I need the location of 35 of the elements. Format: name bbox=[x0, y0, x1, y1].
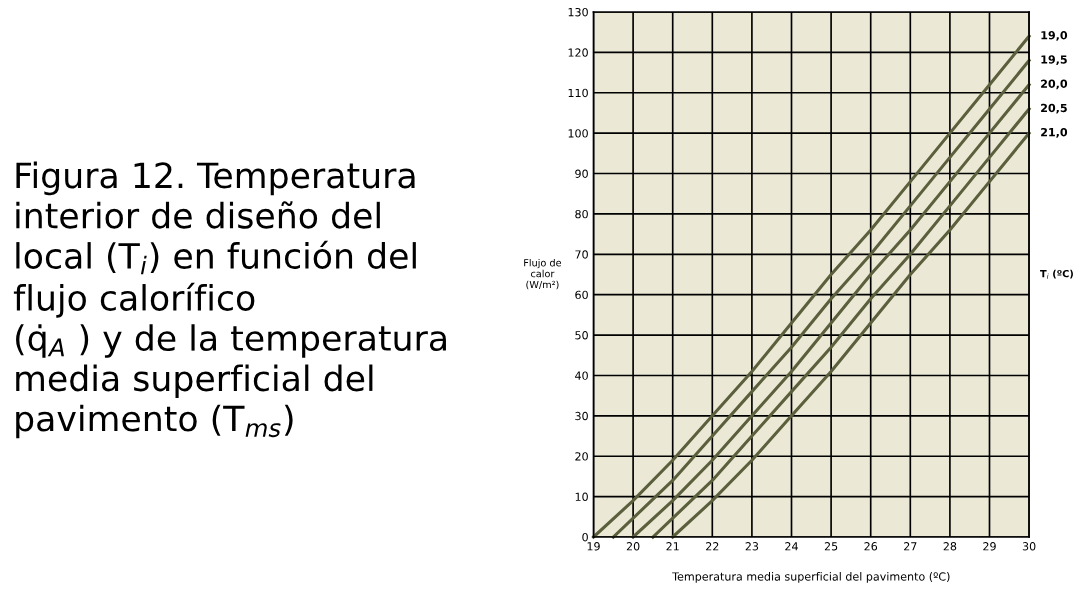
x-tick-label: 25 bbox=[824, 542, 838, 551]
y-tick-label: 110 bbox=[568, 88, 588, 98]
y-tick-label: 70 bbox=[575, 250, 588, 259]
series-label: 20,5 bbox=[1041, 103, 1067, 114]
x-tick-label: 22 bbox=[706, 542, 719, 551]
series-label: 21,0 bbox=[1041, 127, 1068, 138]
x-tick-label: 26 bbox=[864, 542, 878, 551]
y-tick-label: 0 bbox=[582, 532, 588, 542]
y-tick-label: 90 bbox=[575, 169, 588, 178]
x-tick-label: 27 bbox=[904, 542, 917, 551]
y-tick-label: 10 bbox=[575, 492, 588, 501]
y-tick-label: 20 bbox=[575, 452, 588, 461]
x-tick-label: 23 bbox=[745, 542, 759, 551]
y-axis-title: Flujo de calor (W/m²) bbox=[524, 258, 562, 290]
series-label: 19,0 bbox=[1041, 31, 1068, 41]
x-tick-label: 24 bbox=[785, 542, 798, 551]
chart-title: Figura 12. Temperatura interior de diseño del local (T$_{i}$) en función del flujo calorífico (q̇$_{A}$ ) y de la temperatura media superficial del pavimento (T$_{ms}$) bbox=[13, 161, 446, 439]
x-tick-label: 21 bbox=[666, 542, 679, 551]
y-tick-label: 100 bbox=[568, 129, 588, 138]
series-label: 19,5 bbox=[1041, 55, 1067, 66]
y-tick-label: 130 bbox=[568, 7, 588, 17]
y-tick-label: 120 bbox=[568, 48, 588, 57]
y-tick-label: 60 bbox=[575, 290, 588, 300]
legend-title: T$_{i}$ (ºC) bbox=[1040, 269, 1073, 279]
y-tick-label: 40 bbox=[575, 371, 588, 380]
x-tick-label: 28 bbox=[943, 542, 957, 551]
x-tick-label: 20 bbox=[626, 542, 640, 551]
series-label: 20,0 bbox=[1041, 79, 1068, 90]
x-tick-label: 30 bbox=[1022, 542, 1036, 551]
y-tick-label: 50 bbox=[575, 331, 588, 340]
x-tick-label: 19 bbox=[587, 542, 600, 551]
x-axis-title: Temperatura media superficial del pavimento (ºC) bbox=[672, 572, 950, 583]
y-tick-label: 80 bbox=[575, 209, 588, 219]
y-tick-label: 30 bbox=[575, 411, 588, 421]
x-tick-label: 29 bbox=[983, 542, 996, 551]
